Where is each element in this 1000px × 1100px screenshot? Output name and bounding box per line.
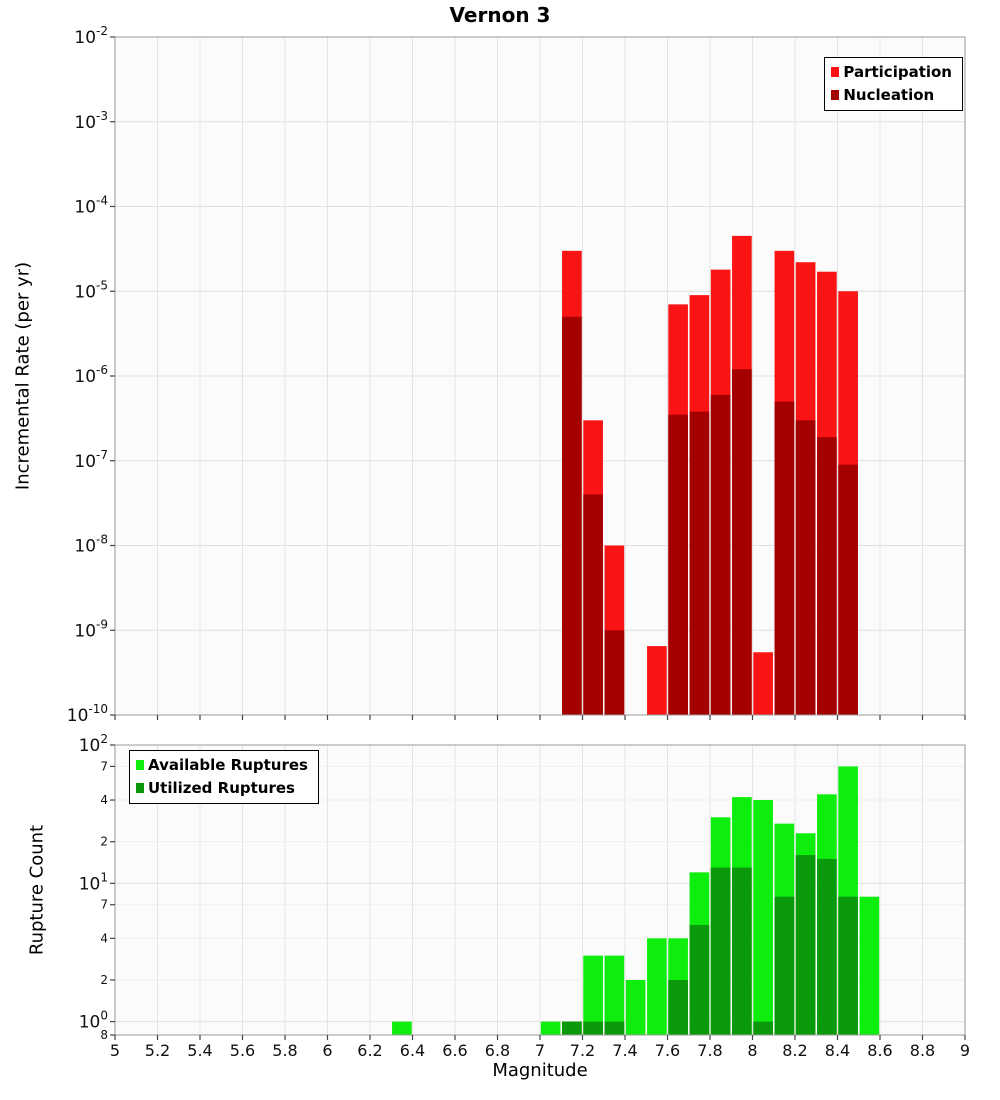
y-tick-label: 10-6 xyxy=(74,363,108,387)
x-tick-label: 6 xyxy=(322,1041,332,1060)
nucleation-bar xyxy=(774,401,795,715)
nucleation-bar xyxy=(604,630,625,715)
y-tick-label: 10-9 xyxy=(74,617,108,641)
x-tick-label: 9 xyxy=(960,1041,970,1060)
utilized-ruptures-bar xyxy=(774,896,795,1035)
nucleation-bar xyxy=(817,437,837,715)
x-tick-label: 5 xyxy=(110,1041,120,1060)
x-tick-label: 7.4 xyxy=(612,1041,637,1060)
nucleation-bar xyxy=(795,420,816,715)
available-ruptures-bar xyxy=(859,896,880,1035)
nucleation-legend-marker-icon xyxy=(831,90,840,101)
y-tick-label: 10-2 xyxy=(74,24,108,48)
utilized-ruptures-legend-marker-icon xyxy=(136,783,144,794)
legend-label: Utilized Ruptures xyxy=(148,778,295,797)
utilized-ruptures-bar xyxy=(710,867,731,1035)
y-tick-label: 100 xyxy=(79,1009,108,1033)
y-minor-tick-label: 8 xyxy=(100,1028,108,1042)
available-ruptures-bar xyxy=(753,800,773,1035)
utilized-ruptures-bar xyxy=(795,855,816,1035)
nucleation-bar xyxy=(583,494,603,715)
utilized-ruptures-bar xyxy=(753,1021,773,1035)
x-tick-label: 5.2 xyxy=(145,1041,170,1060)
utilized-ruptures-bar xyxy=(689,924,710,1035)
legend-entry: Available Ruptures xyxy=(136,756,308,775)
x-tick-label: 5.4 xyxy=(187,1041,212,1060)
x-tick-label: 8 xyxy=(747,1041,757,1060)
x-tick-label: 7.8 xyxy=(697,1041,722,1060)
y-tick-label: 101 xyxy=(79,870,108,894)
legend-entry: Nucleation xyxy=(831,86,952,105)
available-ruptures-legend-marker-icon xyxy=(136,760,144,771)
y-tick-label: 102 xyxy=(79,732,108,756)
nucleation-bar xyxy=(562,316,582,715)
x-axis-label-magnitude: Magnitude xyxy=(492,1060,588,1081)
y-minor-tick-label: 2 xyxy=(100,973,108,987)
x-tick-label: 7.6 xyxy=(655,1041,680,1060)
y-tick-label: 10-10 xyxy=(67,702,108,726)
nucleation-bar xyxy=(689,411,710,715)
legend-entry: Participation xyxy=(831,63,952,82)
chart-title: Vernon 3 xyxy=(449,3,551,27)
y-minor-tick-label: 7 xyxy=(100,898,108,912)
x-tick-label: 7.2 xyxy=(570,1041,595,1060)
available-ruptures-bar xyxy=(540,1021,561,1035)
participation-legend-marker-icon xyxy=(831,67,840,78)
available-ruptures-bar xyxy=(647,938,667,1035)
y-minor-tick-label: 2 xyxy=(100,835,108,849)
x-tick-label: 6.2 xyxy=(357,1041,382,1060)
x-tick-label: 5.6 xyxy=(230,1041,255,1060)
y-tick-label: 10-7 xyxy=(74,448,108,472)
utilized-ruptures-bar xyxy=(583,1021,603,1035)
nucleation-bar xyxy=(668,414,688,715)
available-ruptures-bar xyxy=(583,955,603,1035)
y-minor-tick-label: 7 xyxy=(100,759,108,773)
x-tick-label: 8.6 xyxy=(867,1041,892,1060)
legend-label: Nucleation xyxy=(843,85,935,104)
nucleation-bar xyxy=(710,394,731,715)
available-ruptures-bar xyxy=(604,955,625,1035)
legend-label: Participation xyxy=(843,63,952,81)
utilized-ruptures-bar xyxy=(668,979,688,1035)
x-tick-label: 6.6 xyxy=(442,1041,467,1060)
x-tick-label: 7 xyxy=(535,1041,545,1060)
y-tick-label: 10-3 xyxy=(74,109,108,133)
participation-bar xyxy=(753,652,773,715)
count-legend: Available Ruptures Utilized Ruptures xyxy=(129,750,319,804)
utilized-ruptures-bar xyxy=(562,1021,582,1035)
available-ruptures-bar xyxy=(625,979,646,1035)
x-tick-label: 8.8 xyxy=(910,1041,935,1060)
y-tick-label: 10-8 xyxy=(74,533,108,557)
rate-legend: Participation Nucleation xyxy=(824,57,963,111)
nucleation-bar xyxy=(732,369,752,715)
x-tick-label: 6.4 xyxy=(400,1041,425,1060)
participation-bar xyxy=(647,646,667,715)
x-tick-label: 5.8 xyxy=(272,1041,297,1060)
y-tick-label: 10-4 xyxy=(74,194,108,218)
legend-label: Available Ruptures xyxy=(148,756,308,774)
utilized-ruptures-bar xyxy=(817,858,837,1035)
x-tick-label: 8.2 xyxy=(782,1041,807,1060)
available-ruptures-bar xyxy=(392,1021,412,1035)
utilized-ruptures-bar xyxy=(732,867,752,1035)
x-tick-label: 8.4 xyxy=(825,1041,850,1060)
legend-entry: Utilized Ruptures xyxy=(136,779,308,798)
utilized-ruptures-bar xyxy=(838,896,858,1035)
y-minor-tick-label: 4 xyxy=(100,931,108,945)
y-axis-label-rupture-count: Rupture Count xyxy=(26,824,48,956)
y-tick-label: 10-5 xyxy=(74,278,108,302)
utilized-ruptures-bar xyxy=(604,1021,625,1035)
y-minor-tick-label: 4 xyxy=(100,793,108,807)
x-tick-label: 6.8 xyxy=(485,1041,510,1060)
nucleation-bar xyxy=(838,464,858,715)
y-axis-label-incremental-rate: Incremental Rate (per yr) xyxy=(12,261,34,491)
